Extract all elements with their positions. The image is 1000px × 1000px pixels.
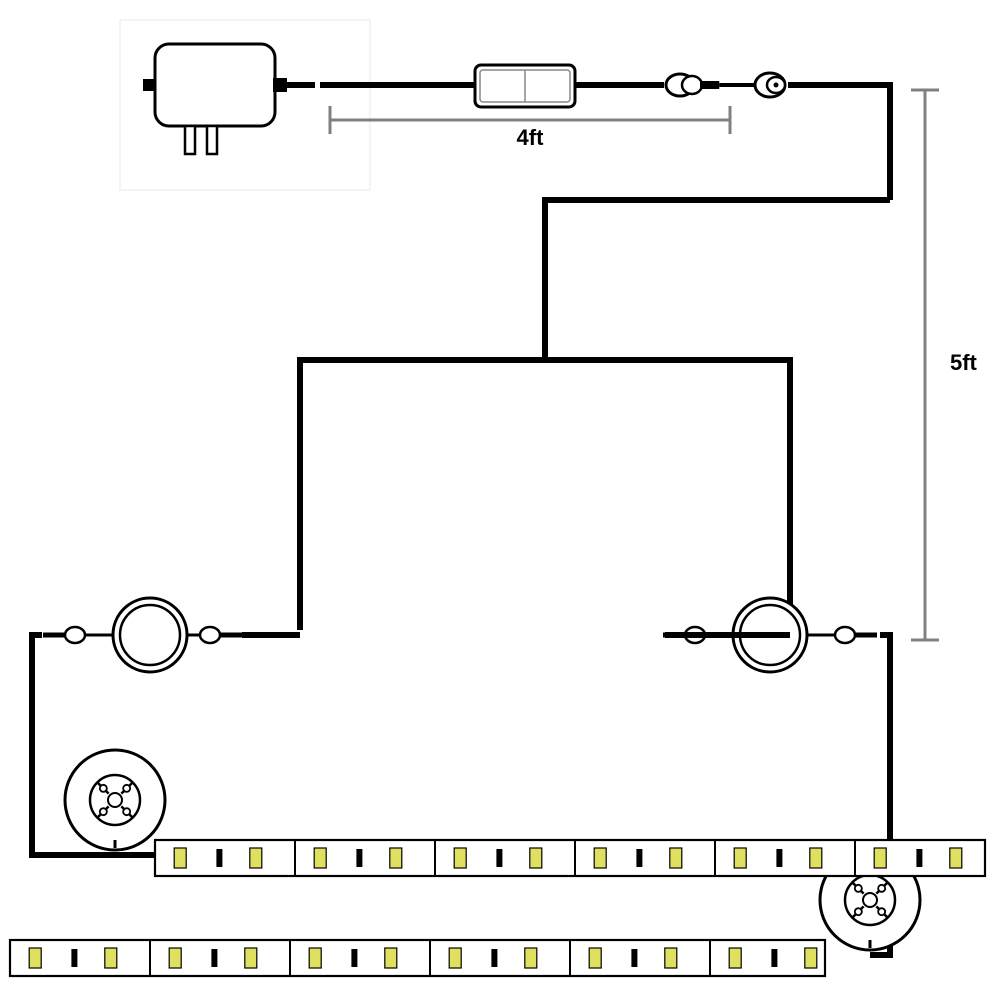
dimension-5ft: 5ft [911,90,978,640]
cable-top [320,85,890,360]
barrel-plug-female-icon [755,73,785,97]
pir-sensor-left-icon: PIR [113,598,187,672]
dimension-4ft-label: 4ft [517,125,545,150]
barrel-plug-male-icon [666,74,755,96]
strip-reel-left-icon [65,750,165,850]
led-strip-top [155,840,985,876]
wiring-diagram: OFF ON 4ft 5ft PIR PIR [0,0,1000,1000]
inline-switch-icon: OFF ON [475,65,575,107]
led-strip-bottom [10,940,825,976]
power-adapter-icon [143,44,315,154]
dimension-5ft-label: 5ft [950,350,978,375]
dimension-4ft: 4ft [330,106,730,150]
cable-splitter [300,360,790,630]
